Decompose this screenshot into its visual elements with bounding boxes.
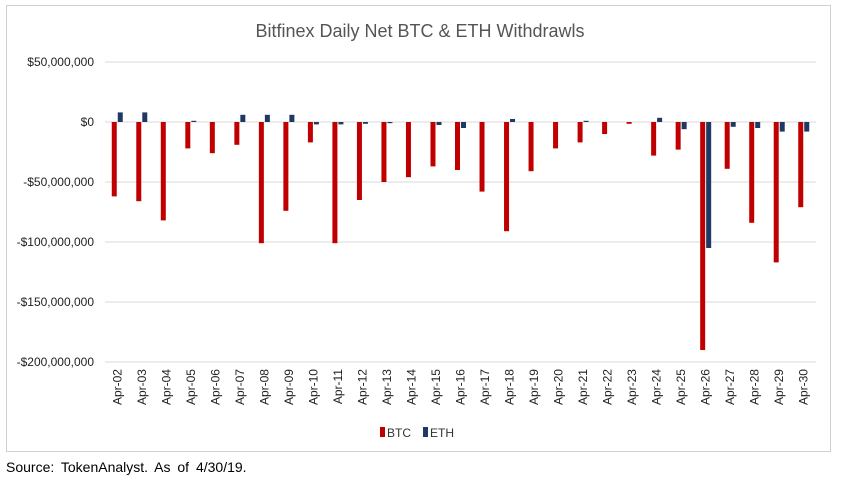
x-tick-label: Apr-12 [355, 369, 369, 405]
x-tick-label: Apr-24 [650, 369, 664, 405]
x-tick-label: Apr-14 [404, 369, 418, 405]
x-tick-label: Apr-25 [674, 369, 688, 405]
eth-bar [804, 122, 810, 132]
btc-bar [504, 122, 510, 232]
chart-frame [6, 5, 831, 452]
legend-label-btc: BTC [387, 426, 411, 440]
legend-label-eth: ETH [430, 426, 454, 440]
x-tick-label: Apr-18 [503, 369, 517, 405]
btc-bar [553, 122, 559, 149]
eth-bar [387, 122, 393, 124]
eth-bar [289, 114, 295, 122]
chart: Bitfinex Daily Net BTC & ETH Withdrawls … [17, 21, 816, 440]
btc-bar [577, 122, 583, 143]
source-note: Source: TokenAnalyst. As of 4/30/19. [6, 459, 247, 475]
y-tick-label: -$50,000,000 [23, 175, 94, 189]
legend-swatch-eth [423, 427, 428, 437]
x-axis-ticks: Apr-02 Apr-03 Apr-04 Apr-05 Apr-06 Apr-07 Apr-… [110, 369, 810, 405]
btc-bar [528, 122, 534, 172]
x-tick-label: Apr-22 [601, 369, 615, 405]
x-tick-label: Apr-04 [159, 369, 173, 405]
chart-title: Bitfinex Daily Net BTC & ETH Withdrawls [255, 21, 584, 41]
x-tick-label: Apr-03 [135, 369, 149, 405]
btc-bar [749, 122, 755, 223]
btc-bar [626, 122, 632, 124]
btc-bar [675, 122, 681, 150]
x-tick-label: Apr-13 [380, 369, 394, 405]
x-tick-label: Apr-27 [723, 369, 737, 405]
eth-bar [240, 114, 246, 122]
x-tick-label: Apr-19 [527, 369, 541, 405]
btc-bar [209, 122, 215, 154]
eth-bar [338, 122, 344, 125]
eth-bar [681, 122, 687, 130]
btc-bar [234, 122, 240, 145]
eth-bar [117, 112, 123, 122]
y-axis-ticks: $50,000,000 $0 -$50,000,000 -$100,000,000 -$… [17, 55, 95, 369]
x-tick-label: Apr-08 [257, 369, 271, 405]
btc-bar [430, 122, 436, 167]
btc-bar [307, 122, 313, 143]
btc-bar [381, 122, 387, 182]
eth-bar [755, 122, 761, 128]
btc-bar [160, 122, 166, 221]
btc-bar [700, 122, 706, 350]
x-tick-label: Apr-16 [454, 369, 468, 405]
btc-bar [479, 122, 485, 192]
x-tick-label: Apr-15 [429, 369, 443, 405]
y-tick-label: $0 [81, 115, 95, 129]
eth-bar [461, 122, 466, 128]
y-tick-label: $50,000,000 [27, 55, 94, 69]
legend-swatch-btc [380, 427, 385, 437]
eth-bar [142, 112, 148, 122]
btc-bar [651, 122, 657, 156]
legend: BTC ETH [380, 426, 454, 440]
x-tick-label: Apr-17 [478, 369, 492, 405]
btc-bar [602, 122, 608, 134]
x-tick-label: Apr-05 [184, 369, 198, 405]
eth-bar [706, 122, 712, 248]
y-tick-label: -$200,000,000 [17, 355, 95, 369]
btc-bar [724, 122, 730, 169]
eth-bar [730, 122, 736, 127]
x-tick-label: Apr-11 [331, 369, 345, 404]
x-tick-label: Apr-26 [699, 369, 713, 405]
btc-bar [356, 122, 362, 200]
eth-bar [313, 122, 319, 125]
btc-bar [258, 122, 264, 244]
x-tick-label: Apr-28 [748, 369, 762, 405]
x-tick-label: Apr-07 [233, 369, 247, 405]
eth-bar [264, 114, 270, 122]
btc-bar [111, 122, 117, 197]
eth-bar [191, 120, 197, 122]
btc-bar [283, 122, 289, 211]
x-tick-label: Apr-20 [552, 369, 566, 405]
eth-bar [436, 122, 442, 125]
btc-bar [405, 122, 411, 178]
eth-bar [510, 119, 516, 122]
x-tick-label: Apr-30 [797, 369, 811, 405]
btc-bar [773, 122, 779, 263]
gridlines [105, 61, 816, 363]
x-tick-label: Apr-29 [772, 369, 786, 405]
eth-bar [362, 122, 368, 124]
eth-bar [657, 117, 663, 122]
btc-bar [332, 122, 338, 244]
x-tick-label: Apr-21 [576, 369, 590, 405]
x-tick-label: Apr-09 [282, 369, 296, 405]
btc-bar [798, 122, 804, 208]
eth-bar [583, 120, 589, 122]
y-tick-label: -$100,000,000 [17, 235, 95, 249]
btc-bar [136, 122, 142, 202]
y-tick-label: -$150,000,000 [17, 295, 95, 309]
eth-bar [779, 122, 785, 132]
btc-bar [185, 122, 191, 149]
x-tick-label: Apr-23 [625, 369, 639, 405]
bars [111, 112, 810, 350]
x-tick-label: Apr-02 [110, 369, 124, 405]
x-tick-label: Apr-06 [208, 369, 222, 405]
x-tick-label: Apr-10 [306, 369, 320, 405]
btc-bar [455, 122, 460, 170]
